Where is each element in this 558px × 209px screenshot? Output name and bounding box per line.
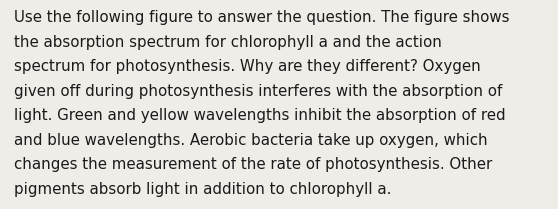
Text: and blue wavelengths. Aerobic bacteria take up oxygen, which: and blue wavelengths. Aerobic bacteria t… [14, 133, 488, 148]
Text: given off during photosynthesis interferes with the absorption of: given off during photosynthesis interfer… [14, 84, 502, 99]
Text: pigments absorb light in addition to chlorophyll a.: pigments absorb light in addition to chl… [14, 182, 391, 197]
Text: light. Green and yellow wavelengths inhibit the absorption of red: light. Green and yellow wavelengths inhi… [14, 108, 506, 123]
Text: spectrum for photosynthesis. Why are they different? Oxygen: spectrum for photosynthesis. Why are the… [14, 59, 480, 74]
Text: the absorption spectrum for chlorophyll a and the action: the absorption spectrum for chlorophyll … [14, 35, 442, 50]
Text: Use the following figure to answer the question. The figure shows: Use the following figure to answer the q… [14, 10, 509, 25]
Text: changes the measurement of the rate of photosynthesis. Other: changes the measurement of the rate of p… [14, 157, 492, 172]
